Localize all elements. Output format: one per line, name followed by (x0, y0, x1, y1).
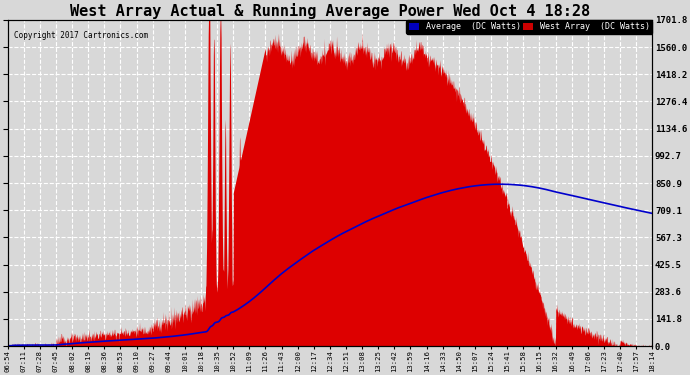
Legend: Average  (DC Watts), West Array  (DC Watts): Average (DC Watts), West Array (DC Watts… (406, 20, 652, 34)
Text: Copyright 2017 Cartronics.com: Copyright 2017 Cartronics.com (14, 32, 148, 40)
Title: West Array Actual & Running Average Power Wed Oct 4 18:28: West Array Actual & Running Average Powe… (70, 3, 590, 19)
